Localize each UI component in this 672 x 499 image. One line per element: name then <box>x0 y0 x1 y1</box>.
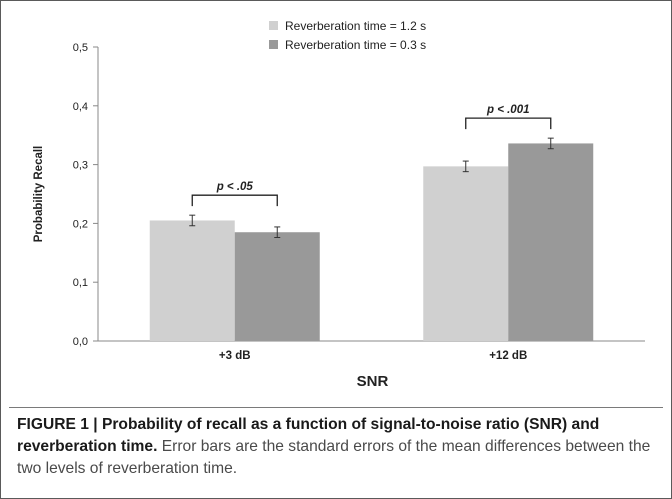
bar-chart: 0,0 0,1 0,2 0,3 0,4 0,5 Probability Recall SNR +… <box>33 19 645 390</box>
legend-label: Reverberation time = 1.2 s <box>285 19 426 33</box>
caption-divider <box>9 407 663 408</box>
chart-area: 0,0 0,1 0,2 0,3 0,4 0,5 Probability Recall SNR +… <box>9 9 663 401</box>
caption-body: Error bars are the standard errors of th… <box>17 438 651 477</box>
y-tick-label: 0,3 <box>73 160 88 172</box>
significance-bracket <box>465 117 552 130</box>
y-tick-label: 0,4 <box>73 101 88 113</box>
legend-label: Reverberation time = 0.3 s <box>285 38 426 52</box>
caption-lead: FIGURE 1 | Probability of recall as a fu… <box>17 416 600 455</box>
x-tick-label: +12 dB <box>489 350 527 362</box>
figure-caption: FIGURE 1 | Probability of recall as a fu… <box>17 414 657 480</box>
x-tick-label: +3 dB <box>219 350 251 362</box>
significance-bracket <box>191 194 278 207</box>
y-axis-title: Probability Recall <box>33 146 45 243</box>
y-tick-label: 0,1 <box>73 277 88 289</box>
bar-3dB-series1 <box>149 220 235 341</box>
significance-label: p < .001 <box>486 104 530 116</box>
y-tick-label: 0,2 <box>73 218 88 230</box>
bar-3dB-series2 <box>234 232 320 341</box>
y-tick-label: 0,5 <box>73 42 88 54</box>
x-axis-title: SNR <box>357 373 389 390</box>
legend-swatch <box>269 21 278 30</box>
y-tick-label: 0,0 <box>73 336 88 348</box>
legend-swatch <box>269 40 278 49</box>
bar-12dB-series1 <box>423 166 509 341</box>
significance-label: p < .05 <box>216 181 254 193</box>
bar-12dB-series2 <box>508 143 594 341</box>
